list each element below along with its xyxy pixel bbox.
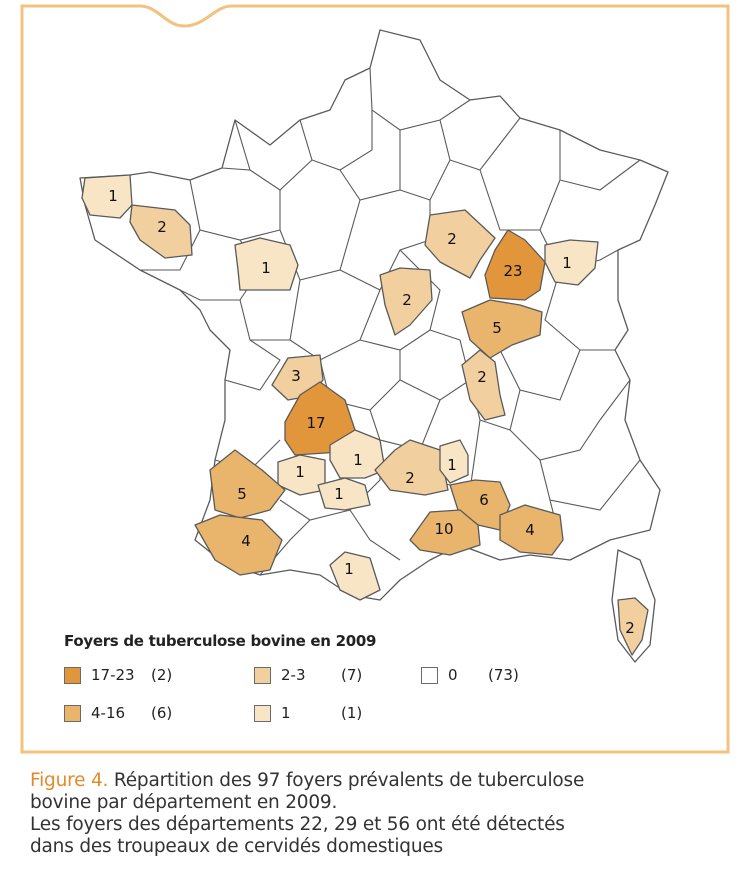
department-18-label: 4 (241, 532, 251, 550)
legend-range: 17-23 (91, 666, 135, 684)
department-7-shape (461, 299, 543, 359)
department-12-label: 1 (353, 451, 363, 469)
legend-item-2-3: 2-3 (7) (254, 664, 362, 686)
legend-range: 2-3 (281, 666, 306, 684)
caption-line-1: Figure 4. Répartition des 97 foyers prév… (30, 770, 730, 792)
france-outline (79, 29, 669, 663)
department-6-label: 2 (402, 291, 412, 309)
department-14-label: 1 (447, 456, 457, 474)
department-11-label: 1 (295, 463, 305, 481)
legend-swatch-1 (254, 704, 271, 722)
legend-count: (7) (341, 666, 363, 684)
legend-title: Foyers de tuberculose bovine en 2009 (64, 632, 377, 650)
department-19-shape (409, 509, 481, 556)
figure-frame (20, 4, 730, 754)
department-5-label: 1 (562, 254, 572, 272)
department-8-shape (461, 349, 506, 421)
legend-item-4-16: 4-16 (6) (64, 702, 172, 724)
frame-border (20, 4, 730, 754)
caption-figure-number: Figure 4. (30, 770, 109, 791)
caption-line-4: dans des troupeaux de cervidés domestiqu… (30, 836, 443, 857)
department-17-label: 6 (479, 491, 489, 509)
department-5-shape (544, 239, 599, 286)
department-22-shape (617, 597, 649, 656)
legend-item-17-23: 17-23 (2) (64, 664, 172, 686)
legend-swatch-4-16 (64, 704, 81, 722)
department-3-shape (424, 209, 496, 279)
department-18-shape (194, 514, 283, 576)
department-2-shape (234, 237, 299, 291)
figure-caption: Figure 4. Répartition des 97 foyers prév… (30, 770, 730, 858)
department-0-shape (81, 174, 133, 219)
department-16-shape (317, 477, 371, 511)
department-16-label: 1 (334, 485, 344, 503)
department-14-shape (439, 439, 469, 484)
department-21-label: 1 (344, 560, 354, 578)
department-8-label: 2 (477, 368, 487, 386)
legend-count: (6) (151, 704, 173, 722)
department-9-label: 3 (291, 367, 301, 385)
department-15-shape (209, 449, 286, 519)
department-4-label: 23 (503, 262, 522, 280)
department-2-label: 1 (261, 259, 271, 277)
legend-swatch-2-3 (254, 666, 271, 684)
legend-swatch-17-23 (64, 666, 81, 684)
caption-line-2: bovine par département en 2009. (30, 792, 338, 813)
department-19-label: 10 (434, 520, 453, 538)
department-21-shape (329, 551, 381, 601)
department-10-label: 17 (306, 414, 325, 432)
department-4-shape (484, 229, 546, 301)
department-20-label: 4 (525, 521, 535, 539)
legend-range: 4-16 (91, 704, 126, 722)
legend-range: 1 (281, 704, 291, 722)
caption-text-1: Répartition des 97 foyers prévalents de … (113, 770, 585, 791)
department-6-shape (379, 267, 433, 336)
department-15-label: 5 (237, 485, 247, 503)
department-0-label: 1 (108, 187, 118, 205)
department-3-label: 2 (447, 230, 457, 248)
legend-count: (1) (341, 704, 363, 722)
legend-range: 0 (448, 666, 458, 684)
department-7-label: 5 (492, 319, 502, 337)
department-12-shape (329, 429, 386, 479)
legend: Foyers de tuberculose bovine en 2009 17-… (64, 632, 564, 732)
legend-item-1: 1 (1) (254, 702, 362, 724)
legend-count: (73) (488, 666, 519, 684)
legend-count: (2) (151, 666, 173, 684)
department-20-shape (499, 504, 564, 556)
department-1-label: 2 (157, 218, 167, 236)
caption-line-3: Les foyers des départements 22, 29 et 56… (30, 814, 565, 835)
department-1-shape (129, 204, 193, 259)
department-13-label: 2 (405, 469, 415, 487)
legend-swatch-0 (421, 666, 438, 684)
legend-item-0: 0 (73) (421, 664, 519, 686)
department-22-label: 2 (625, 619, 635, 637)
